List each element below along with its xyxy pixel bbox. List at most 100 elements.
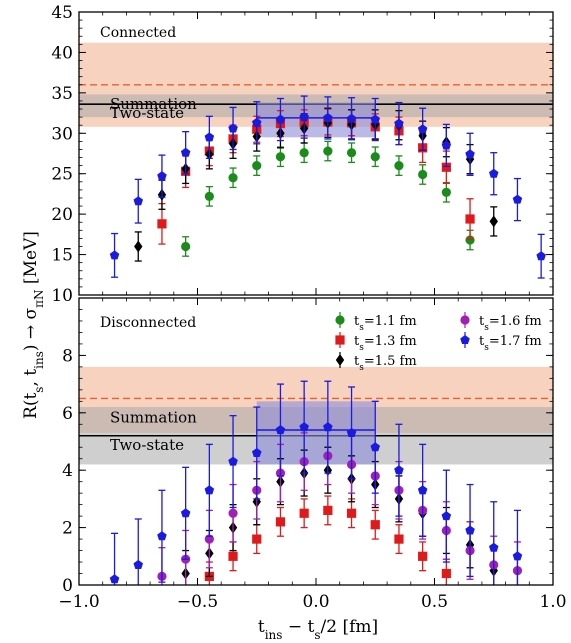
series-t-s-1-3-fm — [204, 495, 451, 585]
y-tick-label: 35 — [51, 84, 73, 104]
data-point — [512, 194, 523, 204]
data-point — [323, 505, 333, 515]
band-label-two-state: Two-state — [110, 104, 184, 122]
data-point — [204, 485, 215, 495]
data-point — [180, 147, 191, 157]
data-point — [465, 525, 475, 535]
data-point — [157, 531, 167, 541]
data-point — [109, 574, 120, 584]
legend-item: ts=1.7 fm — [460, 332, 542, 353]
legend-item: ts=1.6 fm — [460, 312, 542, 333]
data-point — [323, 146, 333, 156]
data-point — [323, 422, 333, 432]
data-point — [346, 113, 357, 123]
data-point — [299, 112, 309, 122]
series-t-s-1-7-fm — [109, 380, 523, 585]
legend-marker — [460, 335, 470, 345]
x-axis-label: tins − ts/2 [fm] — [258, 617, 378, 642]
data-point — [418, 551, 428, 561]
data-point — [465, 149, 475, 159]
legend-label: ts=1.3 fm — [354, 334, 417, 353]
data-point — [370, 520, 380, 530]
data-point — [441, 187, 451, 197]
data-point — [346, 148, 357, 158]
legend-label: ts=1.1 fm — [354, 314, 417, 333]
data-point — [252, 161, 262, 171]
x-tick-label: 1.0 — [539, 592, 566, 612]
data-point — [275, 425, 286, 435]
data-point — [133, 196, 144, 206]
disconnected-panel: Summation Two-state 0 2 4 6 8 −1.0 −0.5 0.0 0.5 1.0… — [58, 297, 567, 612]
data-point — [323, 112, 333, 122]
legend-marker — [335, 354, 345, 366]
x-tick-label: −0.5 — [177, 592, 218, 612]
data-point — [275, 114, 286, 124]
data-point — [441, 568, 451, 579]
y-tick-label: 8 — [62, 346, 73, 366]
panel-label: Connected — [100, 25, 176, 41]
data-point — [441, 511, 452, 521]
x-tick-label: 0.5 — [421, 592, 448, 612]
data-point — [204, 132, 215, 142]
data-point — [370, 152, 380, 162]
data-point — [228, 123, 238, 133]
data-point — [417, 485, 428, 495]
legend-item: ts=1.1 fm — [335, 312, 417, 333]
data-point — [370, 114, 381, 124]
y-tick-label: 30 — [51, 124, 73, 144]
data-point — [228, 456, 238, 466]
data-point — [465, 214, 475, 224]
plot-area — [79, 366, 553, 585]
data-point — [251, 447, 262, 458]
data-point — [441, 162, 451, 172]
data-point — [394, 118, 404, 128]
data-point — [299, 422, 309, 432]
y-tick-label: 6 — [62, 404, 73, 424]
data-point — [228, 173, 238, 183]
legend-label: ts=1.5 fm — [354, 354, 417, 373]
data-point — [275, 517, 286, 527]
data-point — [536, 251, 546, 261]
data-point — [181, 241, 191, 252]
data-point — [299, 148, 309, 158]
y-tick-label: 0 — [62, 576, 73, 596]
data-point — [204, 191, 214, 201]
data-point — [465, 235, 475, 245]
y-tick-label: 2 — [62, 519, 73, 539]
data-point — [417, 124, 428, 134]
data-point — [133, 559, 144, 569]
data-point — [134, 240, 143, 253]
data-point — [275, 152, 286, 162]
y-tick-label: 25 — [51, 165, 73, 185]
data-point — [441, 140, 452, 150]
data-point — [488, 168, 499, 178]
plateau-box — [256, 401, 376, 465]
data-point — [252, 534, 262, 544]
y-tick-label: 10 — [51, 286, 73, 306]
panel-label: Disconnected — [100, 315, 196, 331]
legend-label: ts=1.6 fm — [479, 314, 542, 333]
data-point — [394, 161, 404, 171]
y-tick-label: 20 — [51, 205, 73, 225]
legend-marker — [335, 335, 345, 345]
data-point — [228, 508, 238, 518]
data-point — [418, 169, 428, 180]
y-tick-label: 15 — [51, 246, 73, 266]
data-point — [109, 250, 120, 260]
data-point — [180, 508, 191, 518]
data-point — [228, 551, 238, 561]
band-label-summation: Summation — [110, 95, 197, 113]
data-point — [157, 171, 167, 181]
x-tick-label: −1.0 — [58, 592, 99, 612]
data-point — [299, 508, 309, 518]
band-label-two-state: Two-state — [110, 436, 184, 454]
legend-item: ts=1.3 fm — [335, 332, 417, 353]
data-point — [512, 551, 523, 561]
series-t-s-1-7-fm — [109, 95, 546, 279]
data-point — [346, 508, 357, 518]
data-point — [394, 534, 404, 544]
y-tick-label: 40 — [51, 43, 73, 63]
plot-area — [79, 42, 553, 279]
